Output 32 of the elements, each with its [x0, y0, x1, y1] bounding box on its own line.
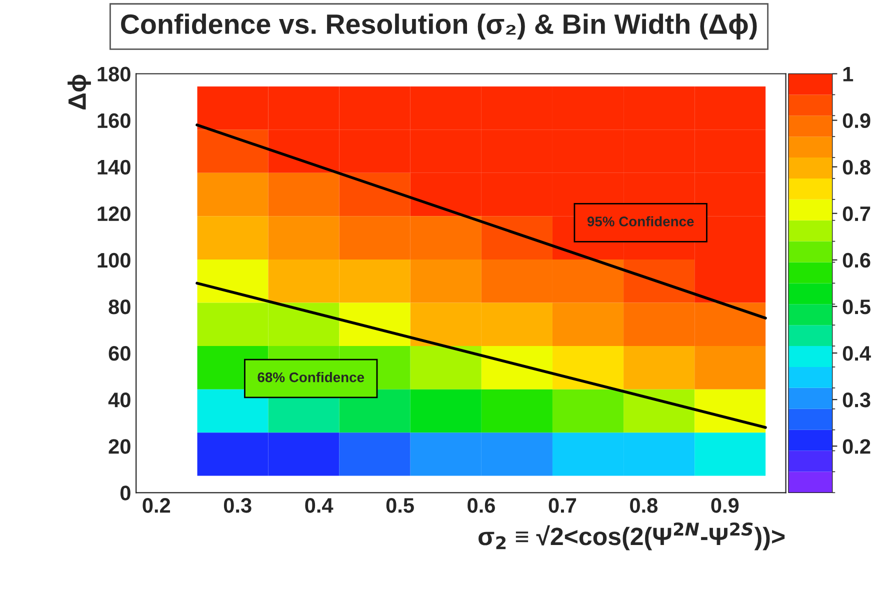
y-tick-label: 60	[108, 346, 130, 361]
x-tick-label: 0.6	[468, 498, 495, 513]
y-tick-label: 120	[98, 206, 130, 222]
x-tick-label: 0.2	[142, 498, 170, 513]
y-tick-label: 40	[108, 392, 130, 408]
y-tick-label: 180	[98, 66, 130, 82]
x-tick-label: 0.3	[224, 498, 252, 513]
color-bar-label: 0.8	[842, 160, 870, 175]
y-tick-label: 0	[120, 486, 130, 500]
color-bar-label: 0.9	[842, 113, 870, 128]
chart-title: Confidence vs. Resolution (σ₂) & Bin Width (Δϕ)	[121, 14, 757, 40]
y-tick-label: 100	[98, 252, 130, 268]
y-tick-label: 140	[98, 160, 130, 175]
color-bar-label: 1	[843, 66, 854, 82]
color-bar-label: 0.7	[842, 206, 870, 222]
x-tick-label: 0.9	[711, 498, 739, 513]
color-bar-label: 0.2	[842, 439, 870, 454]
annotation: 95% Confidence	[587, 216, 694, 226]
color-bar-label: 0.4	[842, 346, 871, 361]
annotation: 68% Confidence	[258, 372, 364, 382]
x-axis-title: σ$_{2}$ ≡ √2<cos(2(Ψ$^{2N}$-Ψ$^{2S}$))>	[478, 522, 785, 550]
y-tick-label: 160	[98, 113, 130, 128]
x-tick-label: 0.5	[386, 498, 414, 513]
color-bar-label: 0.5	[842, 299, 870, 314]
x-tick-label: 0.7	[548, 498, 576, 513]
y-axis-title: Δϕ	[68, 74, 91, 110]
color-bar-label: 0.3	[842, 392, 870, 408]
x-tick-label: 0.8	[630, 498, 658, 513]
y-tick-label: 80	[108, 299, 130, 314]
y-tick-label: 20	[108, 439, 130, 454]
x-tick-label: 0.4	[305, 498, 334, 513]
color-bar-label: 0.6	[842, 252, 870, 268]
